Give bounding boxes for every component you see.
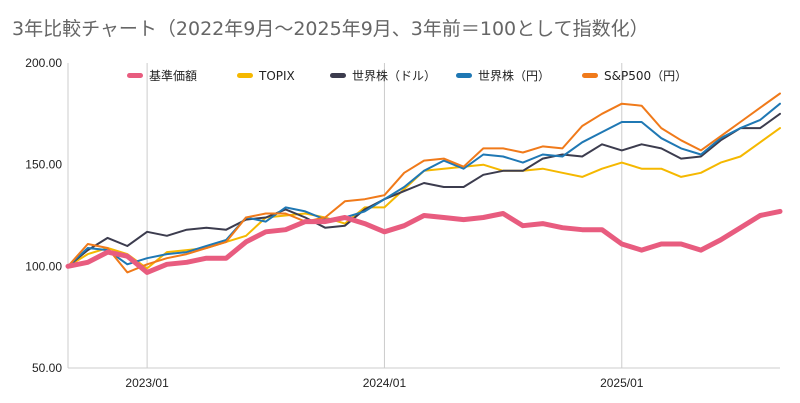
y-tick-label: 50.00 (32, 361, 62, 375)
y-axis-ticks: 50.00 100.00 150.00 200.00 (25, 56, 62, 375)
legend-swatch (237, 73, 253, 78)
legend: 基準価額 TOPIX 世界株（ドル） 世界株（円） S&P500（円） (127, 68, 687, 83)
legend-swatch (330, 73, 346, 78)
legend-item: 基準価額 (127, 68, 197, 83)
legend-label: S&P500（円） (604, 69, 687, 83)
legend-item: TOPIX (237, 69, 295, 83)
series-line-2 (67, 112, 781, 268)
legend-swatch (127, 73, 143, 78)
legend-label: 世界株（円） (478, 68, 550, 83)
x-tick-label: 2025/01 (600, 376, 644, 390)
y-tick-label: 100.00 (25, 259, 62, 273)
legend-label: 世界株（ドル） (352, 68, 436, 83)
legend-item: 世界株（円） (456, 68, 550, 83)
y-tick-label: 150.00 (25, 158, 62, 172)
legend-item: 世界株（ドル） (330, 68, 436, 83)
legend-swatch (456, 73, 472, 78)
legend-item: S&P500（円） (582, 69, 687, 83)
chart-title: 3年比較チャート（2022年9月〜2025年9月、3年前＝100として指数化） (12, 18, 649, 40)
x-tick-label: 2023/01 (125, 376, 169, 390)
legend-swatch (582, 73, 598, 78)
legend-label: 基準価額 (149, 68, 197, 83)
y-tick-label: 200.00 (25, 56, 62, 70)
x-axis-ticks: 2023/01 2024/01 2025/01 (125, 376, 643, 390)
legend-label: TOPIX (258, 69, 295, 83)
series-line-1 (67, 127, 781, 270)
series-lines (65, 92, 783, 275)
vertical-gridlines (146, 63, 623, 368)
x-tick-label: 2024/01 (363, 376, 407, 390)
series-line-3 (67, 102, 781, 268)
series-line-0 (65, 208, 783, 275)
series-line-4 (67, 92, 781, 274)
